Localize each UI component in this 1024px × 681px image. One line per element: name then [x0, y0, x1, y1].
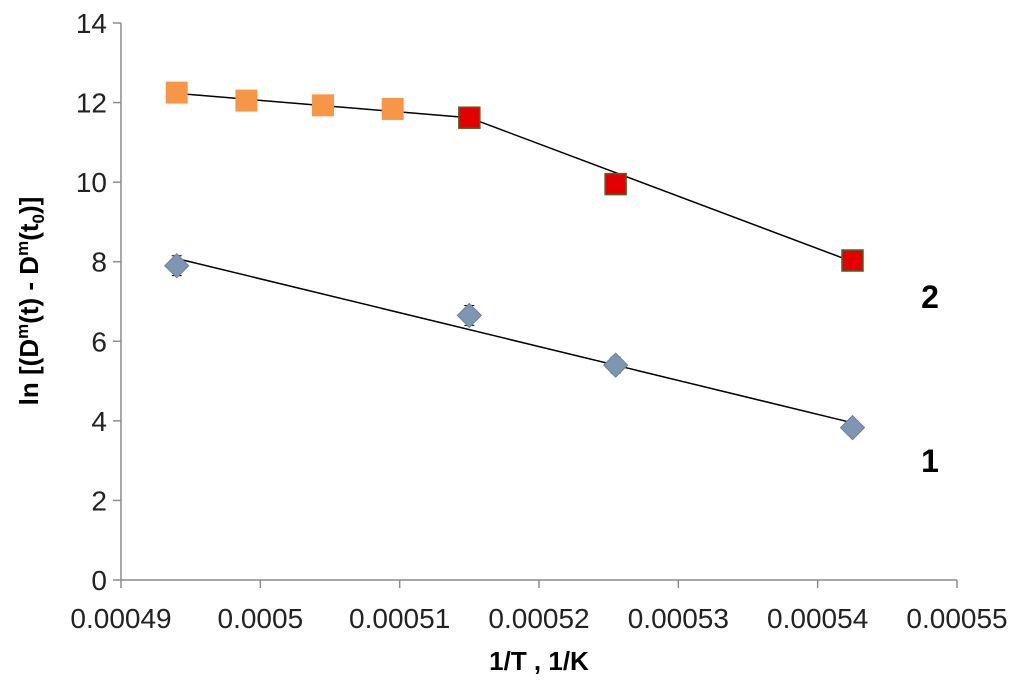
fit-line-series-1	[176, 257, 853, 424]
y-tick-label: 0	[91, 565, 107, 596]
y-axis-title: ln [(Dm(t) - Dm(t0)]	[13, 197, 48, 406]
diamond-point	[164, 252, 190, 279]
square-point	[841, 249, 864, 272]
y-tick-label: 8	[91, 247, 107, 278]
y-tick-label: 10	[76, 167, 107, 198]
y-tick-label: 12	[76, 88, 107, 119]
x-tick-label: 0.00054	[767, 603, 868, 634]
data-marks	[164, 81, 866, 441]
square-point	[381, 97, 404, 120]
x-axis-title: 1/T , 1/K	[489, 646, 589, 676]
series-label-1: 1	[921, 443, 939, 479]
square-point	[235, 89, 258, 112]
y-tick-label: 2	[91, 485, 107, 516]
square-point	[312, 94, 335, 117]
y-tick-label: 6	[91, 326, 107, 357]
x-tick-label: 0.00049	[70, 603, 171, 634]
series-label-2: 2	[921, 279, 939, 315]
diamond-point	[839, 414, 866, 441]
diamond-point	[456, 302, 483, 329]
square-point	[165, 81, 188, 104]
fit-line-series-2	[176, 92, 853, 263]
x-tick-label: 0.00053	[628, 603, 729, 634]
x-tick-label: 0.00051	[349, 603, 450, 634]
x-tick-label: 0.00055	[906, 603, 1007, 634]
x-tick-label: 0.0005	[218, 603, 304, 634]
diamond-point	[602, 352, 629, 378]
square-point	[604, 172, 627, 196]
x-tick-label: 0.00052	[488, 603, 589, 634]
square-point	[458, 106, 481, 129]
y-tick-label: 4	[91, 406, 107, 437]
y-tick-label: 14	[76, 8, 107, 39]
